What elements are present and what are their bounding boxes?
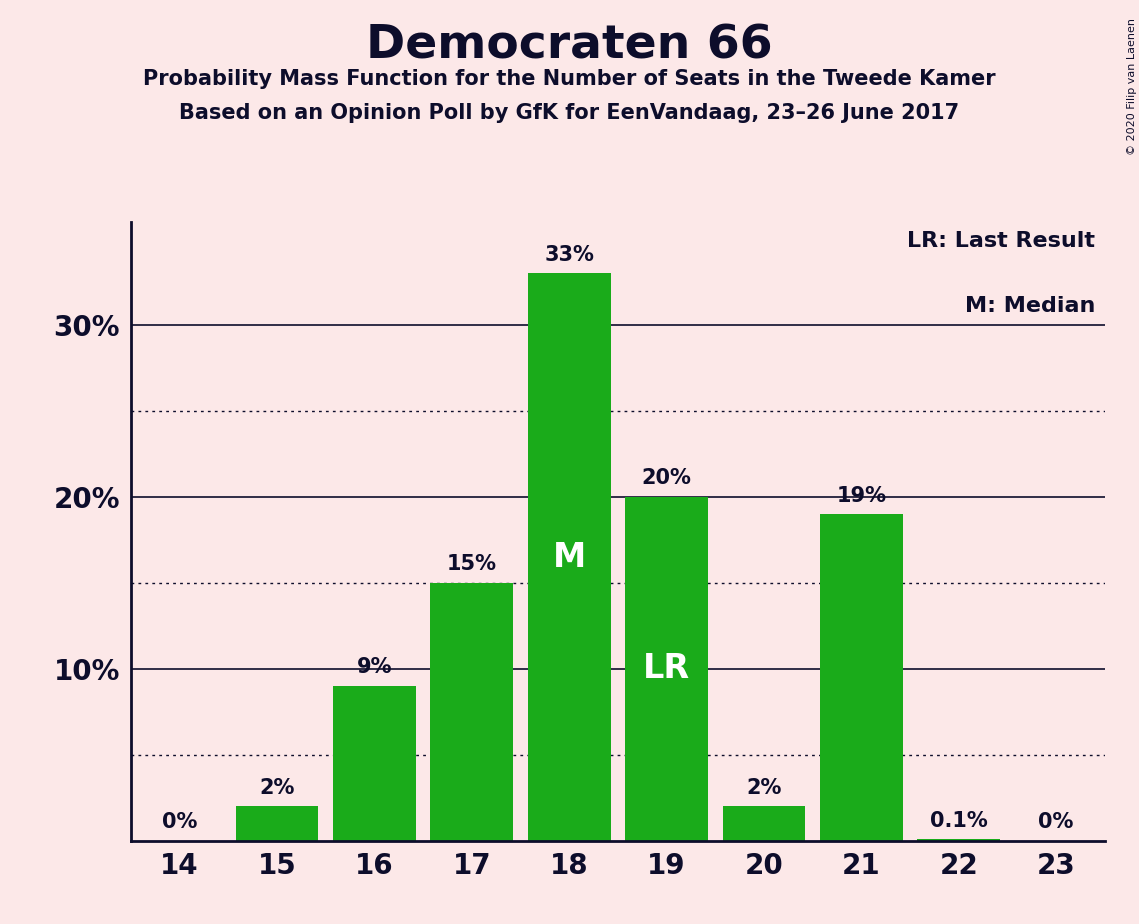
Text: 0.1%: 0.1%: [929, 810, 988, 831]
Text: 2%: 2%: [746, 778, 781, 797]
Text: 2%: 2%: [260, 778, 295, 797]
Bar: [625, 497, 708, 841]
Text: 19%: 19%: [836, 485, 886, 505]
Text: 0%: 0%: [1039, 812, 1074, 833]
Text: Based on an Opinion Poll by GfK for EenVandaag, 23–26 June 2017: Based on an Opinion Poll by GfK for EenV…: [180, 103, 959, 124]
Text: Probability Mass Function for the Number of Seats in the Tweede Kamer: Probability Mass Function for the Number…: [144, 69, 995, 90]
Bar: [722, 807, 805, 841]
Text: 9%: 9%: [357, 658, 392, 677]
Text: © 2020 Filip van Laenen: © 2020 Filip van Laenen: [1126, 18, 1137, 155]
Bar: [527, 274, 611, 841]
Text: LR: Last Result: LR: Last Result: [907, 231, 1095, 251]
Text: LR: LR: [644, 652, 690, 686]
Bar: [236, 807, 319, 841]
Text: 33%: 33%: [544, 245, 595, 265]
Text: M: M: [552, 541, 585, 574]
Text: M: Median: M: Median: [965, 296, 1095, 316]
Bar: [917, 839, 1000, 841]
Text: 15%: 15%: [446, 554, 497, 575]
Bar: [333, 686, 416, 841]
Bar: [820, 514, 903, 841]
Text: 0%: 0%: [162, 812, 197, 833]
Bar: [431, 583, 514, 841]
Text: Democraten 66: Democraten 66: [366, 23, 773, 68]
Text: 20%: 20%: [641, 468, 691, 488]
